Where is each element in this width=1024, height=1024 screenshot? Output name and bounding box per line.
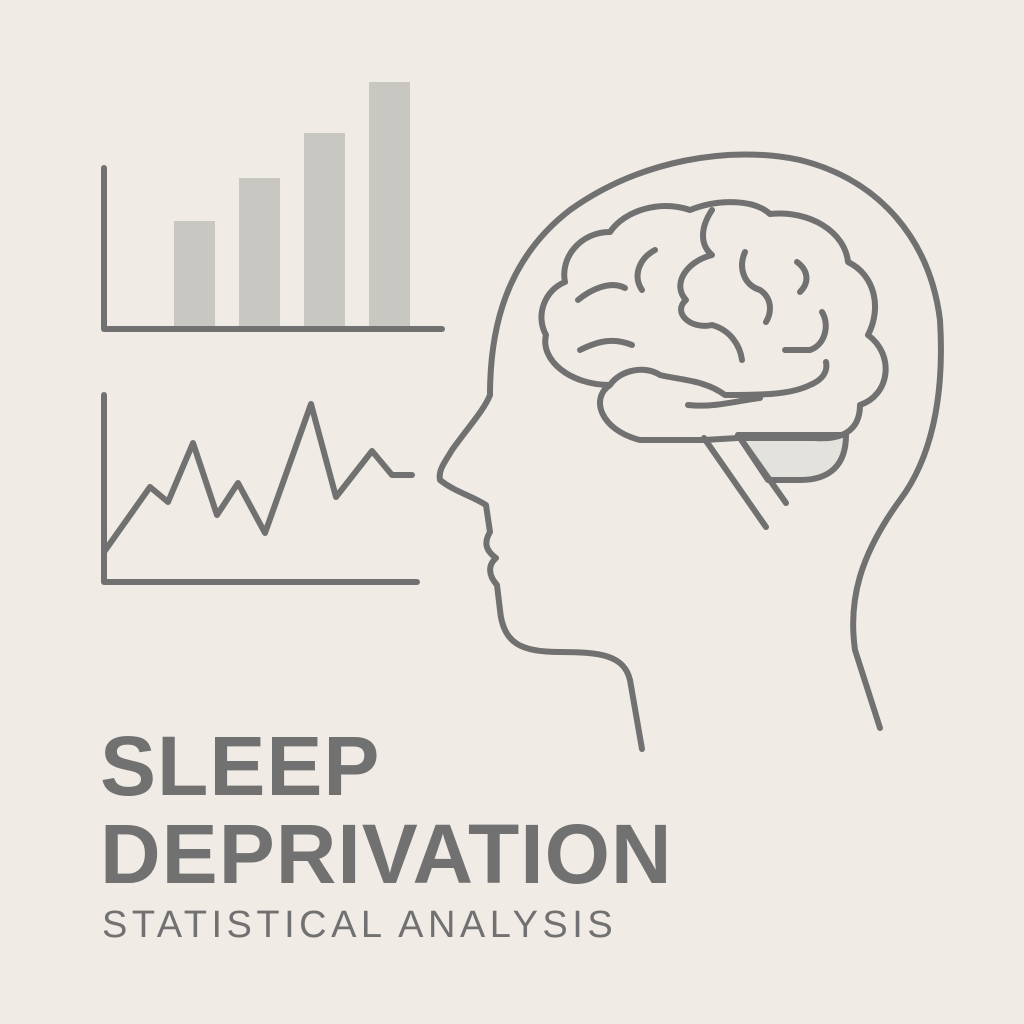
head-outline xyxy=(436,151,944,752)
bar-2 xyxy=(239,178,280,328)
bar-3 xyxy=(304,133,345,328)
brain-fold-central xyxy=(677,207,745,363)
brain-fold-lower xyxy=(685,395,763,409)
brain-fold-occipital xyxy=(782,309,829,353)
bar-chart-axes xyxy=(101,165,445,332)
brain-fold-temporal xyxy=(607,359,830,398)
brain-fold-parietal-2 xyxy=(794,259,810,295)
brain-fold-frontal-2 xyxy=(634,247,658,293)
line-chart-axes xyxy=(101,392,420,585)
brain-outline xyxy=(538,199,889,443)
bar-1 xyxy=(174,221,215,328)
brain-icon xyxy=(538,199,889,530)
head-profile-icon xyxy=(436,151,944,752)
title-line-2: DEPRIVATION xyxy=(100,807,673,901)
brain-stem xyxy=(701,432,789,530)
brain-fold-frontal-3 xyxy=(577,337,635,353)
brain-fold-parietal-1 xyxy=(739,249,773,325)
bar-chart-icon xyxy=(101,82,445,332)
title-line-1: SLEEP xyxy=(100,719,381,813)
line-chart-series xyxy=(101,401,415,555)
brain-fold-frontal-1 xyxy=(575,282,628,303)
line-chart-icon xyxy=(101,392,420,585)
bar-4 xyxy=(369,82,410,328)
subtitle: STATISTICAL ANALYSIS xyxy=(102,904,618,946)
